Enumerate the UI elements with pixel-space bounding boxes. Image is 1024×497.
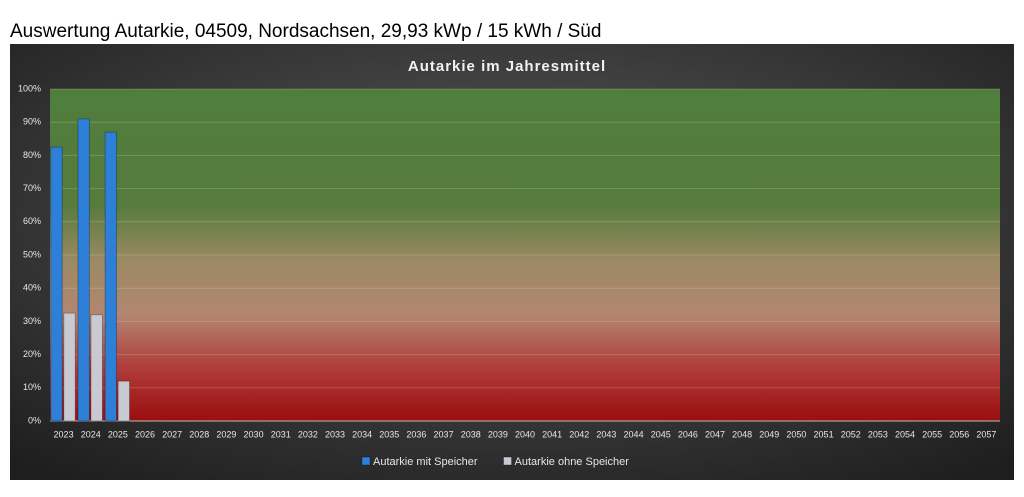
legend-swatch (361, 456, 371, 466)
x-tick-label: 2024 (81, 429, 101, 439)
x-tick-label: 2043 (596, 429, 616, 439)
y-tick-label: 20% (23, 349, 41, 359)
x-tick-label: 2028 (189, 429, 209, 439)
y-tick-label: 40% (23, 283, 41, 293)
x-tick-label: 2026 (135, 429, 155, 439)
legend-label: Autarkie mit Speicher (373, 456, 478, 468)
bar (63, 312, 76, 422)
y-tick-label: 0% (28, 415, 41, 425)
x-tick-label: 2047 (705, 429, 725, 439)
x-tick-label: 2053 (868, 429, 888, 439)
bar (50, 146, 63, 422)
x-tick-label: 2054 (895, 429, 915, 439)
y-tick-label: 50% (23, 249, 41, 259)
chart-title: Autarkie im Jahresmittel (408, 58, 606, 75)
x-tick-label: 2056 (949, 429, 969, 439)
x-tick-label: 2040 (515, 429, 535, 439)
bar (77, 118, 90, 422)
x-tick-label: 2049 (759, 429, 779, 439)
x-tick-label: 2039 (488, 429, 508, 439)
x-tick-label: 2032 (298, 429, 318, 439)
y-tick-label: 70% (23, 183, 41, 193)
x-tick-label: 2027 (162, 429, 182, 439)
bar (117, 380, 130, 422)
x-tick-label: 2033 (325, 429, 345, 439)
x-tick-label: 2046 (678, 429, 698, 439)
x-tick-label: 2035 (379, 429, 399, 439)
x-tick-label: 2042 (569, 429, 589, 439)
x-tick-label: 2029 (216, 429, 236, 439)
x-tick-label: 2052 (841, 429, 861, 439)
y-tick-label: 80% (23, 150, 41, 160)
x-tick-label: 2034 (352, 429, 372, 439)
legend-label: Autarkie ohne Speicher (515, 456, 630, 468)
plot-area (50, 89, 1000, 421)
bar (104, 131, 117, 422)
x-tick-label: 2055 (922, 429, 942, 439)
x-tick-label: 2031 (271, 429, 291, 439)
x-tick-label: 2036 (406, 429, 426, 439)
x-tick-label: 2051 (814, 429, 834, 439)
x-tick-label: 2050 (786, 429, 806, 439)
x-tick-label: 2025 (108, 429, 128, 439)
bar (90, 314, 103, 422)
x-tick-label: 2041 (542, 429, 562, 439)
y-tick-label: 90% (23, 117, 41, 127)
x-tick-label: 2044 (624, 429, 644, 439)
y-tick-label: 100% (18, 83, 41, 93)
x-tick-label: 2057 (976, 429, 996, 439)
y-tick-label: 30% (23, 316, 41, 326)
x-tick-label: 2048 (732, 429, 752, 439)
x-tick-label: 2023 (54, 429, 74, 439)
x-tick-label: 2037 (434, 429, 454, 439)
page-title: Auswertung Autarkie, 04509, Nordsachsen,… (10, 21, 601, 42)
y-tick-label: 60% (23, 216, 41, 226)
x-tick-label: 2030 (244, 429, 264, 439)
legend-swatch (503, 456, 513, 466)
x-tick-label: 2045 (651, 429, 671, 439)
y-tick-label: 10% (23, 382, 41, 392)
x-tick-label: 2038 (461, 429, 481, 439)
